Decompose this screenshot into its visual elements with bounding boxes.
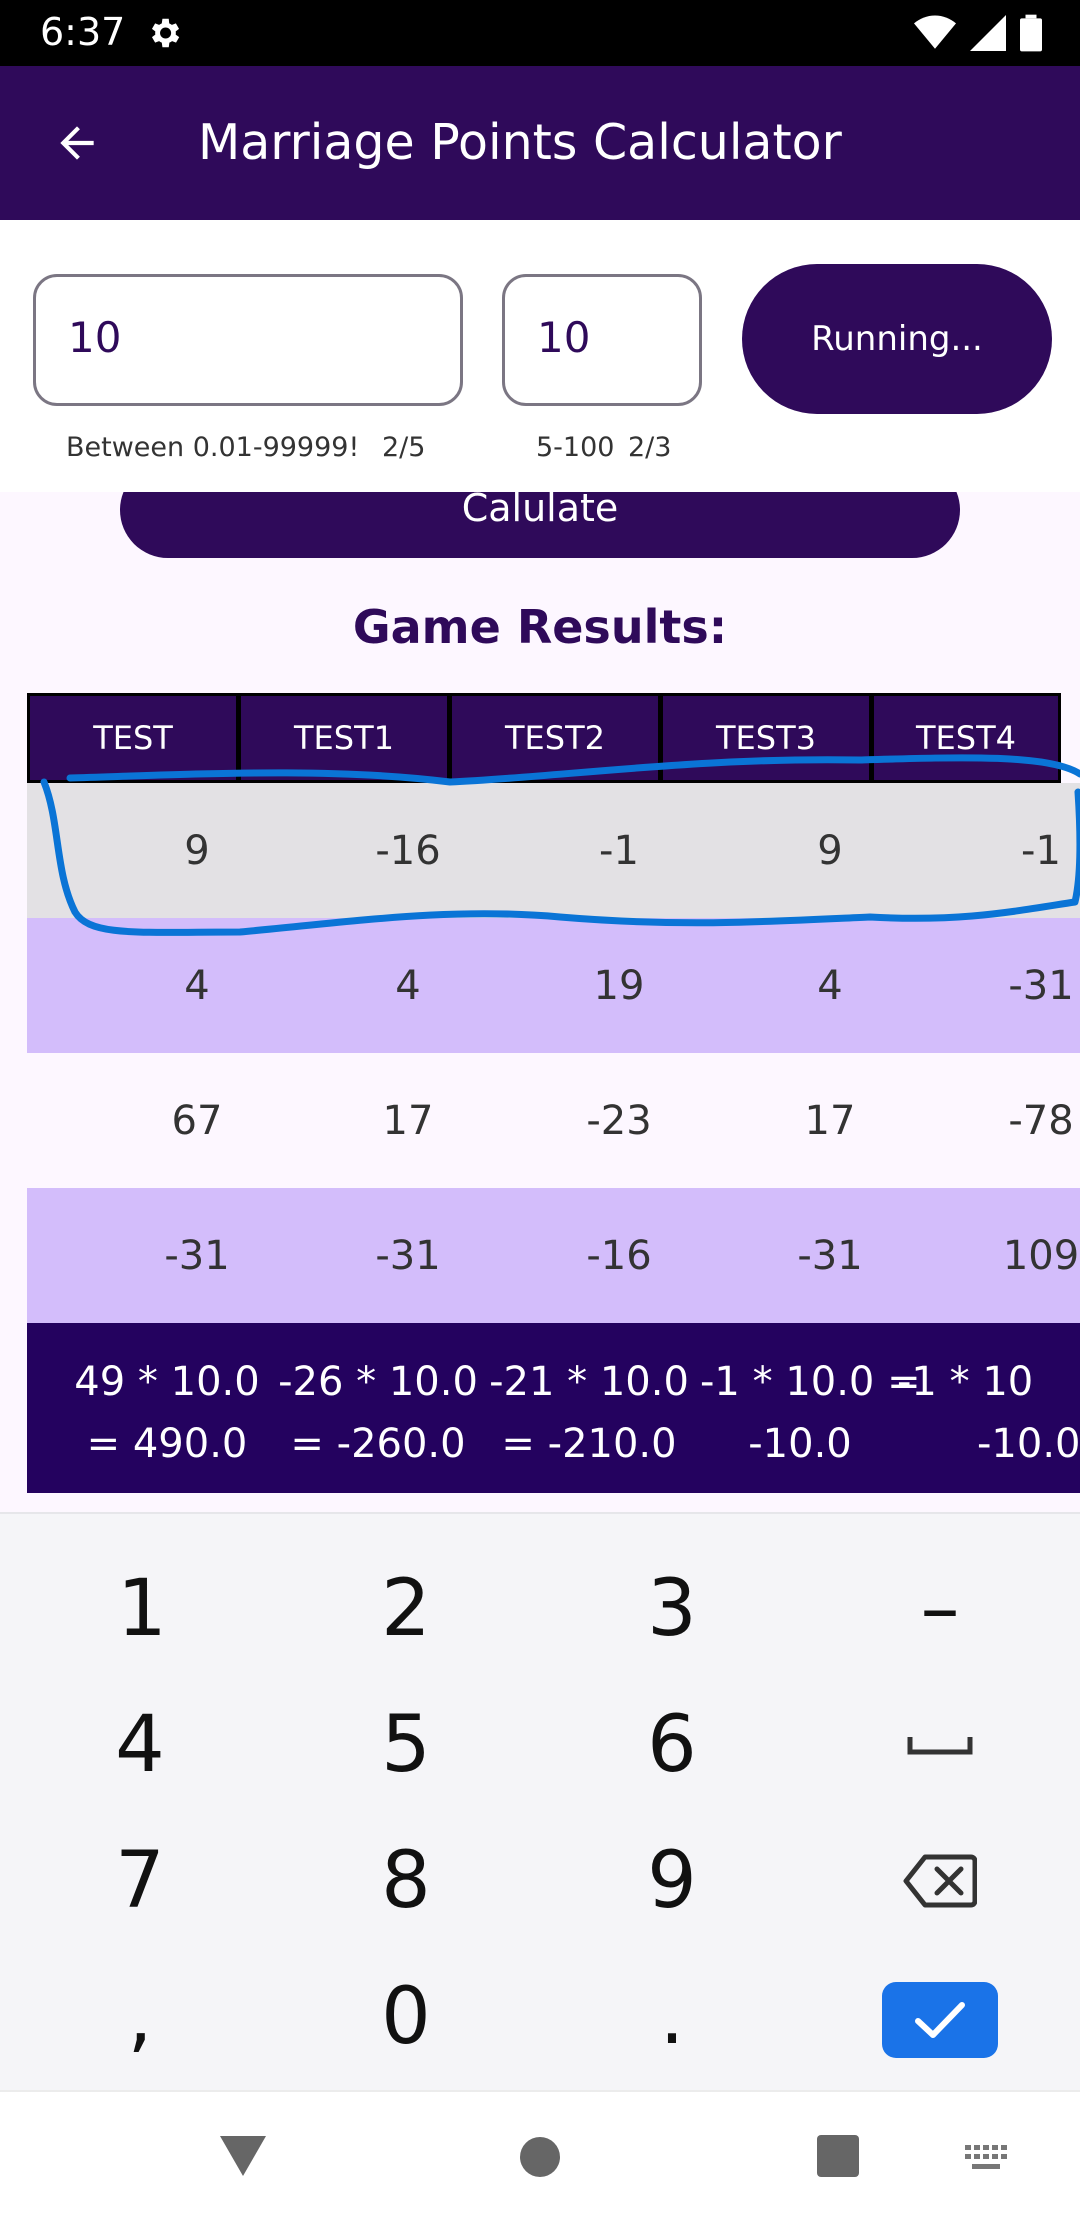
status-icons [914, 14, 1042, 52]
table-row[interactable]: 4 4 19 4 -31 [27, 918, 1080, 1053]
table-row[interactable]: -31 -31 -16 -31 109 [27, 1188, 1080, 1323]
key-4[interactable]: 4 [115, 1700, 165, 1790]
rounds-field[interactable]: 10 [502, 274, 702, 406]
amount-field[interactable]: 10 [33, 274, 463, 406]
key-0[interactable]: 0 [381, 1972, 431, 2062]
key-period[interactable]: . [659, 1972, 685, 2062]
nav-recents-icon[interactable] [816, 2134, 860, 2178]
column-header: TEST1 [238, 693, 450, 783]
results-table: TEST TEST1 TEST2 TEST3 TEST4 9 -16 -1 9 … [27, 693, 1080, 1493]
totals-row: 49 * 10.0 = 490.0 -26 * 10.0 = -260.0 -2… [27, 1323, 1080, 1493]
key-7[interactable]: 7 [115, 1836, 165, 1926]
total-cell: -26 * 10.0 = -260.0 [278, 1351, 478, 1471]
column-header: TEST3 [660, 693, 872, 783]
status-bar: 6:37 [0, 0, 1080, 66]
table-cell: 4 [395, 962, 421, 1009]
total-formula: -1 * 10.0 = [700, 1359, 921, 1405]
table-cell: 4 [817, 962, 843, 1009]
table-cell: -31 [164, 1232, 230, 1279]
column-header: TEST4 [871, 693, 1061, 783]
total-result: -10.0 [748, 1421, 852, 1467]
cell-signal-icon [970, 15, 1006, 51]
total-cell: -21 * 10.0 = -210.0 [489, 1351, 689, 1471]
rounds-counter: 2/3 [628, 432, 672, 463]
key-9[interactable]: 9 [647, 1836, 697, 1926]
space-icon [907, 1737, 973, 1755]
table-header: TEST TEST1 TEST2 TEST3 TEST4 [27, 693, 1080, 783]
table-cell: -31 [1008, 962, 1074, 1009]
column-header: TEST2 [449, 693, 661, 783]
amount-counter: 2/5 [382, 432, 426, 463]
total-cell: 49 * 10.0 = 490.0 [67, 1351, 267, 1471]
page-title: Marriage Points Calculator [198, 114, 842, 171]
nav-home-icon[interactable] [519, 2136, 561, 2178]
table-row[interactable]: 67 17 -23 17 -78 [27, 1053, 1080, 1188]
table-cell: -31 [375, 1232, 441, 1279]
calculate-button[interactable]: Calulate [120, 492, 960, 558]
total-result: = -260.0 [290, 1421, 466, 1467]
rounds-helper: 5-100 [536, 432, 615, 463]
total-formula: -1 * 10 [897, 1359, 1034, 1405]
total-formula: -26 * 10.0 [278, 1359, 478, 1405]
numeric-keyboard: 1 2 3 – 4 5 6 7 8 9 , 0 . [0, 1512, 1080, 2090]
status-time: 6:37 [40, 10, 126, 54]
inputs-area: 10 Between 0.01-99999! 2/5 10 5-100 2/3 … [0, 220, 1080, 492]
key-8[interactable]: 8 [381, 1836, 431, 1926]
total-cell: -1 * 10 -10.0 [897, 1351, 1080, 1471]
key-backspace[interactable] [840, 1816, 1040, 1946]
table-cell: 9 [184, 827, 210, 874]
table-row[interactable]: 9 -16 -1 9 -1 [27, 783, 1080, 918]
key-space[interactable] [840, 1680, 1040, 1810]
wifi-icon [914, 15, 956, 49]
total-result: -10.0 [977, 1421, 1080, 1467]
back-button[interactable] [44, 110, 110, 176]
table-cell: -1 [599, 827, 639, 874]
calculate-label: Calulate [461, 492, 619, 530]
table-cell: 67 [171, 1097, 223, 1144]
table-cell: 109 [1002, 1232, 1080, 1279]
total-cell: -1 * 10.0 = -10.0 [700, 1351, 921, 1471]
keyboard-switch-icon[interactable] [964, 2144, 1008, 2174]
key-3[interactable]: 3 [647, 1564, 697, 1654]
settings-gear-icon [151, 18, 180, 48]
key-comma[interactable]: , [127, 1972, 153, 2062]
running-button[interactable]: Running... [742, 264, 1052, 414]
checkmark-icon [915, 2002, 965, 2038]
table-cell: -23 [586, 1097, 652, 1144]
back-arrow-icon [60, 126, 94, 160]
table-cell: 17 [804, 1097, 856, 1144]
total-result: = -210.0 [501, 1421, 677, 1467]
total-formula: 49 * 10.0 [74, 1359, 260, 1405]
table-cell: -31 [797, 1232, 863, 1279]
battery-icon [1020, 14, 1042, 52]
table-cell: 4 [184, 962, 210, 1009]
results-title: Game Results: [352, 600, 728, 654]
amount-value: 10 [68, 313, 122, 362]
total-formula: -21 * 10.0 [489, 1359, 689, 1405]
key-6[interactable]: 6 [647, 1700, 697, 1790]
results-content: Calulate Game Results: TEST TEST1 TEST2 … [0, 492, 1080, 1512]
table-cell: 19 [593, 962, 645, 1009]
total-result: = 490.0 [86, 1421, 248, 1467]
table-cell: -16 [586, 1232, 652, 1279]
system-nav-bar [0, 2090, 1080, 2220]
key-1[interactable]: 1 [117, 1564, 167, 1654]
rounds-value: 10 [537, 313, 591, 362]
table-cell: 17 [382, 1097, 434, 1144]
table-cell: -78 [1008, 1097, 1074, 1144]
nav-back-icon[interactable] [218, 2134, 268, 2178]
table-cell: 9 [817, 827, 843, 874]
column-header: TEST [27, 693, 239, 783]
done-key[interactable] [882, 1982, 998, 2058]
table-cell: -16 [375, 827, 441, 874]
table-cell: -1 [1021, 827, 1061, 874]
backspace-icon [903, 1854, 977, 1908]
key-minus[interactable]: – [920, 1564, 960, 1654]
app-bar: Marriage Points Calculator [0, 66, 1080, 220]
key-5[interactable]: 5 [381, 1700, 431, 1790]
amount-helper: Between 0.01-99999! [66, 432, 360, 463]
key-2[interactable]: 2 [381, 1564, 431, 1654]
